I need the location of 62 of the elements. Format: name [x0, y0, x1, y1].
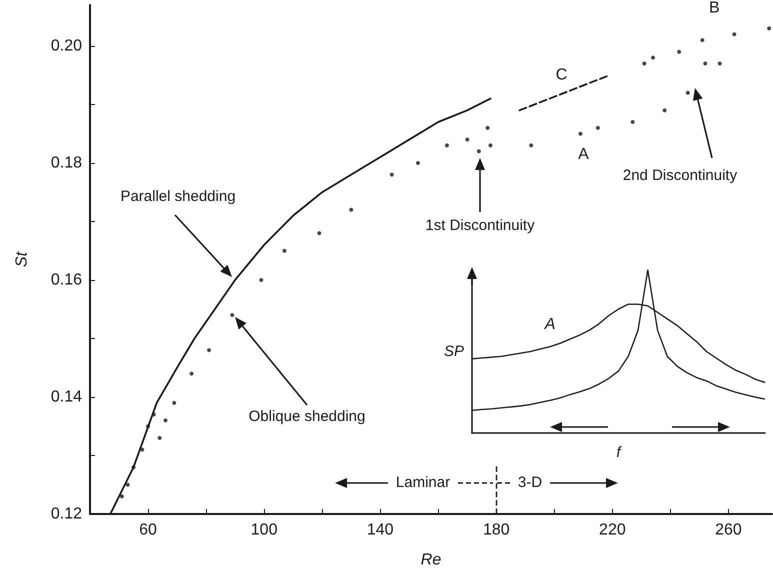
point — [596, 126, 600, 130]
series-label: A — [544, 316, 556, 334]
point — [163, 418, 168, 422]
series-label: A — [578, 146, 590, 163]
series-label: B — [709, 0, 720, 16]
series-label: C — [556, 66, 568, 84]
x-axis-title: f — [616, 444, 622, 461]
point — [390, 172, 394, 177]
x-tick-label: 260 — [715, 522, 742, 538]
point — [677, 50, 682, 54]
annotation: 3-D — [518, 474, 542, 491]
point — [578, 132, 582, 136]
point — [630, 120, 635, 124]
point — [259, 278, 264, 282]
point — [230, 313, 234, 318]
point — [476, 149, 481, 154]
annotation: Laminar — [396, 474, 450, 491]
point — [444, 143, 449, 148]
point — [416, 160, 420, 165]
point — [642, 62, 646, 66]
x-tick-label: 180 — [482, 522, 510, 538]
x-tick-label: 140 — [366, 522, 394, 538]
point — [529, 143, 534, 148]
x-tick-label: 60 — [139, 522, 158, 538]
y-tick-label: 0.18 — [50, 154, 82, 172]
point — [349, 208, 354, 212]
point — [172, 400, 176, 405]
point — [132, 465, 136, 470]
point — [190, 372, 194, 376]
point — [146, 424, 150, 428]
annotation: Parallel shedding — [120, 188, 236, 205]
point — [120, 494, 124, 498]
y-tick-label: 0.14 — [50, 388, 82, 406]
point — [140, 448, 144, 452]
point — [703, 62, 708, 66]
point — [317, 231, 322, 236]
point — [486, 126, 490, 130]
annotation: 2nd Discontinuity — [622, 166, 738, 184]
point — [282, 248, 286, 253]
y-tick-label: 0.12 — [50, 506, 82, 522]
y-axis-title: SP — [444, 343, 464, 360]
point — [158, 436, 162, 440]
y-tick-label: 0.16 — [50, 271, 82, 288]
point — [651, 56, 656, 60]
point — [126, 482, 130, 487]
x-axis-title: Re — [420, 552, 442, 568]
annotation: Oblique shedding — [248, 408, 366, 425]
point — [488, 143, 492, 148]
point — [662, 108, 667, 112]
y-axis-title: St — [14, 251, 30, 268]
point — [465, 138, 470, 142]
x-tick-label: 220 — [599, 522, 626, 538]
point — [700, 38, 704, 42]
point — [686, 90, 690, 95]
point — [206, 348, 211, 352]
point — [152, 412, 156, 417]
point — [718, 62, 722, 66]
annotation: 1st Discontinuity — [425, 216, 536, 234]
point — [767, 26, 772, 30]
point — [732, 32, 736, 36]
y-tick-label: 0.20 — [50, 37, 82, 54]
x-tick-label: 100 — [250, 522, 278, 538]
